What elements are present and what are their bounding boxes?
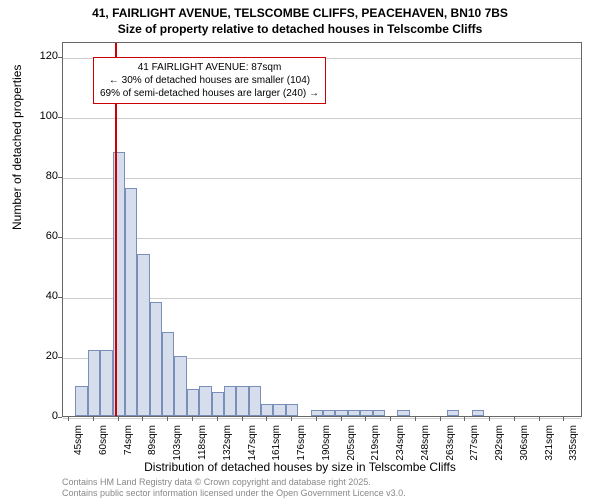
gridline [63,238,581,239]
x-tick-mark [539,417,540,421]
y-tick-mark [58,357,62,358]
y-tick-label: 100 [23,110,58,122]
x-tick-mark [440,417,441,421]
histogram-bar [224,386,236,416]
histogram-bar [187,389,199,416]
x-tick-mark [118,417,119,421]
histogram-bar [125,188,137,416]
x-tick-mark [167,417,168,421]
chart-title-sub: Size of property relative to detached ho… [0,22,600,36]
annotation-line2: ← 30% of detached houses are smaller (10… [100,74,319,87]
gridline [63,118,581,119]
histogram-bar [397,410,409,416]
annotation-box: 41 FAIRLIGHT AVENUE: 87sqm ← 30% of deta… [93,57,326,104]
x-tick-mark [316,417,317,421]
histogram-bar [212,392,224,416]
annotation-line3: 69% of semi-detached houses are larger (… [100,87,319,100]
y-tick-label: 40 [23,290,58,302]
x-tick-mark [341,417,342,421]
y-tick-label: 20 [23,350,58,362]
y-tick-label: 60 [23,230,58,242]
x-tick-mark [68,417,69,421]
histogram-bar [137,254,149,416]
x-tick-mark [192,417,193,421]
y-tick-label: 120 [23,50,58,62]
y-tick-mark [58,57,62,58]
histogram-bar [261,404,273,416]
y-tick-mark [58,117,62,118]
histogram-bar [472,410,484,416]
x-tick-mark [489,417,490,421]
x-tick-mark [563,417,564,421]
histogram-bar [311,410,323,416]
histogram-bar [447,410,459,416]
histogram-bar [373,410,385,416]
x-tick-mark [464,417,465,421]
histogram-bar [162,332,174,416]
x-tick-mark [217,417,218,421]
x-tick-mark [142,417,143,421]
chart-title-main: 41, FAIRLIGHT AVENUE, TELSCOMBE CLIFFS, … [0,6,600,20]
x-tick-mark [242,417,243,421]
y-tick-mark [58,237,62,238]
y-tick-mark [58,177,62,178]
histogram-bar [100,350,112,416]
y-tick-mark [58,297,62,298]
histogram-bar [75,386,87,416]
x-tick-mark [390,417,391,421]
x-axis-label: Distribution of detached houses by size … [0,460,600,474]
histogram-bar [335,410,347,416]
plot-area: 41 FAIRLIGHT AVENUE: 87sqm ← 30% of deta… [62,42,582,417]
chart-container: 41, FAIRLIGHT AVENUE, TELSCOMBE CLIFFS, … [0,0,600,500]
histogram-bar [273,404,285,416]
y-tick-label: 0 [23,410,58,422]
x-tick-mark [291,417,292,421]
footer-credit-2: Contains public sector information licen… [62,488,406,498]
histogram-bar [199,386,211,416]
x-tick-mark [514,417,515,421]
footer-credit-1: Contains HM Land Registry data © Crown c… [62,477,371,487]
y-tick-mark [58,417,62,418]
histogram-bar [150,302,162,416]
y-axis-label: Number of detached properties [10,65,24,230]
x-tick-mark [93,417,94,421]
annotation-line1: 41 FAIRLIGHT AVENUE: 87sqm [100,61,319,74]
histogram-bar [286,404,298,416]
histogram-bar [249,386,261,416]
histogram-bar [360,410,372,416]
histogram-bar [88,350,100,416]
x-tick-mark [266,417,267,421]
histogram-bar [348,410,360,416]
y-tick-label: 80 [23,170,58,182]
histogram-bar [323,410,335,416]
histogram-bar [236,386,248,416]
gridline [63,178,581,179]
histogram-bar [174,356,186,416]
x-tick-mark [415,417,416,421]
x-tick-mark [365,417,366,421]
gridline [63,418,581,419]
